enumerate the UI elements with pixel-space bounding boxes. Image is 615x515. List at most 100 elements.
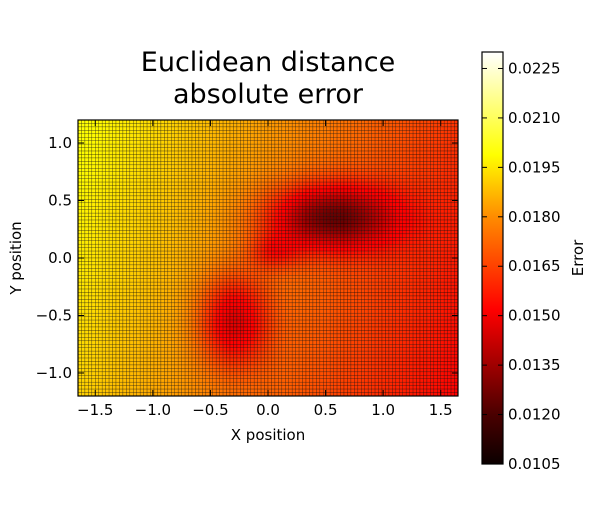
heatmap-cell (91, 226, 96, 231)
heatmap-cell (112, 212, 117, 217)
heatmap-cell (354, 202, 359, 207)
heatmap-cell (295, 254, 300, 259)
heatmap-cell (98, 257, 103, 262)
heatmap-cell (209, 223, 213, 228)
heatmap-cell (157, 192, 162, 197)
heatmap-cell (347, 133, 352, 138)
heatmap-cell (426, 209, 431, 214)
heatmap-cell (95, 171, 99, 176)
heatmap-cell (233, 133, 238, 138)
heatmap-cell (253, 154, 258, 159)
heatmap-cell (309, 271, 314, 276)
heatmap-cell (133, 264, 137, 269)
heatmap-cell (247, 174, 251, 179)
heatmap-cell (95, 181, 99, 186)
heatmap-cell (450, 168, 455, 172)
heatmap-cell (133, 275, 137, 279)
heatmap-cell (177, 209, 182, 214)
heatmap-cell (84, 212, 89, 217)
heatmap-cell (278, 126, 283, 131)
heatmap-cell (423, 240, 428, 245)
heatmap-cell (302, 143, 307, 148)
heatmap-cell (236, 171, 241, 176)
heatmap-cell (402, 174, 407, 179)
heatmap-cell (184, 206, 189, 210)
heatmap-cell (101, 206, 106, 210)
heatmap-cell (361, 126, 365, 131)
heatmap-cell (278, 264, 283, 269)
heatmap-cell (195, 243, 200, 248)
heatmap-cell (357, 230, 362, 235)
heatmap-cell (143, 254, 148, 259)
heatmap-cell (105, 199, 110, 204)
heatmap-cell (150, 181, 155, 186)
heatmap-cell (243, 268, 248, 273)
heatmap-cell (419, 206, 424, 210)
heatmap-cell (347, 195, 352, 200)
heatmap-cell (367, 237, 372, 241)
heatmap-cell (250, 123, 255, 128)
heatmap-cell (361, 157, 365, 162)
heatmap-cell (126, 226, 131, 231)
heatmap-cell (329, 199, 334, 204)
heatmap-cell (388, 181, 393, 186)
heatmap-cell (253, 161, 258, 166)
heatmap-cell (343, 154, 348, 159)
heatmap-cell (105, 185, 110, 190)
heatmap-cell (153, 226, 158, 231)
heatmap-cell (374, 268, 379, 273)
heatmap-cell (447, 171, 452, 176)
heatmap-cell (433, 237, 438, 241)
heatmap-cell (319, 178, 324, 183)
heatmap-cell (288, 243, 293, 248)
heatmap-cell (288, 250, 293, 255)
heatmap-cell (340, 157, 345, 162)
heatmap-cell (323, 181, 327, 186)
heatmap-cell (233, 130, 238, 135)
heatmap-cell (399, 271, 403, 276)
heatmap-cell (184, 161, 189, 166)
heatmap-cell (167, 250, 172, 255)
heatmap-cell (260, 130, 265, 135)
heatmap-cell (226, 257, 231, 262)
heatmap-cell (367, 247, 372, 252)
heatmap-cell (302, 240, 307, 245)
heatmap-cell (98, 199, 103, 204)
heatmap-cell (447, 206, 452, 210)
heatmap-cell (267, 140, 272, 145)
heatmap-cell (364, 174, 369, 179)
heatmap-cell (278, 254, 283, 259)
heatmap-cell (101, 268, 106, 273)
heatmap-cell (419, 230, 424, 235)
heatmap-cell (412, 261, 417, 266)
heatmap-cell (136, 237, 141, 241)
heatmap-cell (143, 223, 148, 228)
heatmap-cell (350, 243, 355, 248)
heatmap-cell (260, 123, 265, 128)
heatmap-cell (181, 202, 186, 207)
heatmap-cell (361, 202, 365, 207)
heatmap-cell (402, 212, 407, 217)
heatmap-cell (302, 161, 307, 166)
heatmap-cell (399, 150, 403, 155)
heatmap-cell (136, 126, 141, 131)
heatmap-cell (133, 123, 137, 128)
heatmap-cell (226, 178, 231, 183)
heatmap-cell (340, 230, 345, 235)
heatmap-cell (98, 233, 103, 238)
heatmap-cell (112, 250, 117, 255)
heatmap-cell (267, 188, 272, 193)
heatmap-cell (319, 209, 324, 214)
heatmap-cell (226, 130, 231, 135)
heatmap-cell (343, 195, 348, 200)
heatmap-cell (440, 223, 445, 228)
heatmap-cell (316, 230, 321, 235)
heatmap-cell (402, 206, 407, 210)
heatmap-cell (329, 161, 334, 166)
heatmap-cell (112, 199, 117, 204)
heatmap-cell (399, 226, 403, 231)
heatmap-cell (84, 188, 89, 193)
heatmap-cell (198, 216, 203, 221)
heatmap-cell (253, 123, 258, 128)
heatmap-cell (191, 268, 196, 273)
